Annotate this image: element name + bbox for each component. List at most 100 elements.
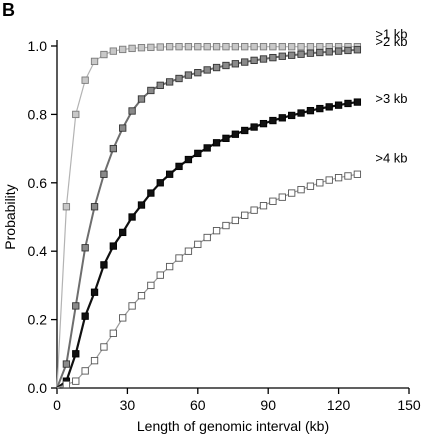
data-point [175,74,183,83]
data-point [72,110,80,119]
data-point [344,172,352,180]
data-point [137,201,146,209]
data-point [128,213,136,221]
data-point [128,44,136,53]
data-point [259,43,268,51]
data-point [184,71,193,79]
data-point [278,193,286,201]
data-point [278,52,286,60]
data-point [297,50,305,58]
data-point [250,206,258,214]
data-point [269,53,277,62]
data-point [72,302,80,310]
data-point [194,240,202,249]
data-point [81,312,89,320]
data-point [325,103,333,111]
data-point [165,262,174,271]
data-point [165,170,174,178]
data-point [203,43,211,51]
data-point [119,314,127,322]
data-point [269,43,277,51]
data-point [194,43,202,51]
data-point [156,81,164,89]
y-tick-label: 0.0 [28,380,48,396]
data-point [222,43,230,51]
data-point [231,130,239,138]
data-point [306,182,315,190]
data-point [250,123,258,131]
data-point [241,211,249,219]
data-point [297,185,305,194]
y-axis-label: Probability [2,184,18,249]
labels-layer: >1 kb>2 kb >3 kb >4 kb [375,27,407,166]
series-4 [56,170,362,389]
x-tick-label: 30 [120,397,136,413]
data-point [212,139,221,147]
series-label: >2 kb [375,34,407,49]
data-point [231,60,239,68]
data-point [100,261,108,269]
data-point [241,58,249,66]
data-point [316,179,324,187]
data-point [353,46,362,54]
data-point [165,78,174,86]
series-label: >1 kb [375,27,407,42]
data-point [269,116,277,125]
data-point [353,98,362,106]
data-point [100,170,108,178]
data-point [222,61,230,70]
series-2 [56,46,362,389]
data-point [231,216,239,225]
series-layer [56,43,362,389]
data-point [184,247,193,255]
series-3 [56,98,362,389]
data-point [175,43,183,51]
y-tick-label: 0.6 [28,175,48,191]
data-point [81,367,89,375]
data-point [222,221,230,230]
data-point [165,43,174,51]
data-point [62,360,71,368]
data-point [306,43,315,51]
data-point [203,66,211,74]
data-point [316,48,324,57]
data-point [81,76,89,84]
data-point [72,350,80,358]
data-point [147,86,155,95]
data-point [259,55,268,63]
series-line [56,173,358,389]
data-point [147,281,155,290]
data-point [90,57,99,66]
data-point [72,377,80,385]
data-point [137,95,146,103]
data-point [334,47,343,55]
data-point [334,101,343,109]
data-point [250,43,258,51]
series-line [56,48,358,389]
y-tick-label: 0.2 [28,312,48,328]
x-tick-label: 150 [397,397,421,413]
x-tick-label: 90 [260,397,276,413]
data-point [119,124,127,132]
data-point [147,189,155,197]
data-point [156,179,164,187]
data-point [137,292,146,300]
data-point [250,56,258,65]
data-point [353,170,362,178]
data-point [203,144,211,152]
data-point [128,107,136,115]
data-point [269,197,277,205]
data-point [212,63,221,72]
data-point [344,46,352,55]
data-point [137,44,146,52]
data-point [175,162,183,171]
data-point [109,144,117,153]
data-point [278,43,286,51]
data-point [231,43,239,51]
data-point [147,43,155,52]
x-tick-label: 60 [190,397,206,413]
data-point [222,134,230,142]
data-point [109,47,117,55]
series-label: >4 kb [375,150,407,165]
